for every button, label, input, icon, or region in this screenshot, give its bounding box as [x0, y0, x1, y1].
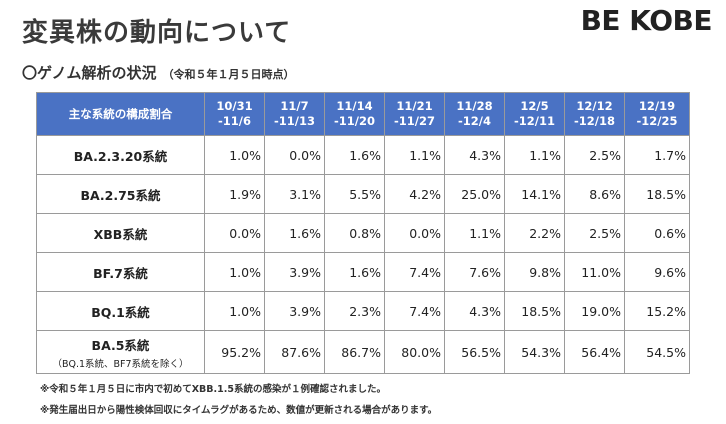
- header-period: 11/28 -12/4: [444, 92, 505, 136]
- cell-value: 1.6%: [264, 213, 325, 253]
- cell-value: 25.0%: [444, 174, 505, 214]
- header-period: 11/14 -11/20: [324, 92, 385, 136]
- cell-value: 18.5%: [504, 291, 565, 331]
- be-kobe-logo: BE KOBE: [580, 4, 713, 37]
- period-start: 10/31: [216, 99, 253, 113]
- lineage-label: BQ.1系統: [36, 291, 205, 331]
- header-period: 12/12 -12/18: [564, 92, 625, 136]
- lineage-label: BA.5系統: [91, 337, 150, 353]
- section-subtitle: 〇ゲノム解析の状況 （令和５年１月５日時点）: [22, 62, 295, 83]
- cell-value: 19.0%: [564, 291, 625, 331]
- period-end: -11/13: [274, 114, 315, 128]
- lineage-label: BF.7系統: [36, 252, 205, 292]
- cell-value: 4.3%: [444, 291, 505, 331]
- cell-value: 2.5%: [564, 213, 625, 253]
- cell-value: 1.6%: [324, 135, 385, 175]
- period-start: 11/28: [456, 99, 493, 113]
- header-period: 12/5 -12/11: [504, 92, 565, 136]
- period-end: -11/20: [334, 114, 375, 128]
- cell-value: 7.4%: [384, 252, 445, 292]
- table-row: BQ.1系統 1.0% 3.9% 2.3% 7.4% 4.3% 18.5% 19…: [36, 291, 690, 331]
- cell-value: 4.2%: [384, 174, 445, 214]
- table-header-row: 主な系統の構成割合 10/31 -11/6 11/7 -11/13 11/14 -11…: [36, 92, 690, 136]
- table-row: XBB系統 0.0% 1.6% 0.8% 0.0% 1.1% 2.2% 2.5%…: [36, 213, 690, 253]
- cell-value: 87.6%: [264, 330, 325, 374]
- header-period: 10/31 -11/6: [204, 92, 265, 136]
- cell-value: 1.7%: [624, 135, 690, 175]
- subtitle-text: 〇ゲノム解析の状況: [22, 64, 157, 82]
- cell-value: 9.6%: [624, 252, 690, 292]
- period-end: -12/25: [636, 114, 678, 128]
- table-row: BA.2.3.20系統 1.0% 0.0% 1.6% 1.1% 4.3% 1.1…: [36, 135, 690, 175]
- cell-value: 1.1%: [504, 135, 565, 175]
- table-row: BA.2.75系統 1.9% 3.1% 5.5% 4.2% 25.0% 14.1…: [36, 174, 690, 214]
- period-start: 12/19: [638, 99, 676, 113]
- table-row: BA.5系統 （BQ.1系統、BF7系統を除く） 95.2% 87.6% 86.…: [36, 330, 690, 374]
- subtitle-date-note: （令和５年１月５日時点）: [162, 68, 295, 81]
- cell-value: 2.3%: [324, 291, 385, 331]
- cell-value: 1.9%: [204, 174, 265, 214]
- cell-value: 54.5%: [624, 330, 690, 374]
- cell-value: 2.5%: [564, 135, 625, 175]
- header-period: 11/7 -11/13: [264, 92, 325, 136]
- footnote: ※令和５年１月５日に市内で初めてXBB.1.5系統の感染が１例確認されました。: [40, 384, 386, 395]
- table-row: BF.7系統 1.0% 3.9% 1.6% 7.4% 7.6% 9.8% 11.…: [36, 252, 690, 292]
- lineage-label: BA.2.75系統: [36, 174, 205, 214]
- cell-value: 95.2%: [204, 330, 265, 374]
- cell-value: 2.2%: [504, 213, 565, 253]
- cell-value: 0.0%: [384, 213, 445, 253]
- cell-value: 80.0%: [384, 330, 445, 374]
- variant-proportion-table: 主な系統の構成割合 10/31 -11/6 11/7 -11/13 11/14 -11…: [36, 92, 690, 374]
- period-start: 11/14: [336, 99, 373, 113]
- period-start: 12/5: [520, 99, 549, 113]
- lineage-label-group: BA.5系統 （BQ.1系統、BF7系統を除く）: [36, 330, 205, 374]
- cell-value: 86.7%: [324, 330, 385, 374]
- cell-value: 0.8%: [324, 213, 385, 253]
- header-period: 12/19 -12/25: [624, 92, 690, 136]
- footnote: ※発生届出日から陽性検体回収にタイムラグがあるため、数値が更新される場合がありま…: [40, 405, 438, 416]
- cell-value: 1.1%: [384, 135, 445, 175]
- cell-value: 1.0%: [204, 291, 265, 331]
- cell-value: 3.9%: [264, 252, 325, 292]
- cell-value: 15.2%: [624, 291, 690, 331]
- period-end: -12/11: [514, 114, 555, 128]
- period-start: 11/21: [396, 99, 433, 113]
- cell-value: 4.3%: [444, 135, 505, 175]
- cell-value: 11.0%: [564, 252, 625, 292]
- cell-value: 7.6%: [444, 252, 505, 292]
- cell-value: 1.6%: [324, 252, 385, 292]
- cell-value: 14.1%: [504, 174, 565, 214]
- period-end: -11/27: [394, 114, 435, 128]
- period-start: 11/7: [280, 99, 309, 113]
- cell-value: 56.5%: [444, 330, 505, 374]
- cell-value: 54.3%: [504, 330, 565, 374]
- cell-value: 18.5%: [624, 174, 690, 214]
- lineage-sublabel: （BQ.1系統、BF7系統を除く）: [52, 358, 189, 370]
- period-end: -11/6: [218, 114, 251, 128]
- cell-value: 1.1%: [444, 213, 505, 253]
- cell-value: 8.6%: [564, 174, 625, 214]
- cell-value: 1.0%: [204, 252, 265, 292]
- cell-value: 1.0%: [204, 135, 265, 175]
- cell-value: 0.0%: [204, 213, 265, 253]
- period-start: 12/12: [576, 99, 613, 113]
- page-title: 変異株の動向について: [22, 18, 292, 48]
- header-period: 11/21 -11/27: [384, 92, 445, 136]
- lineage-label: XBB系統: [36, 213, 205, 253]
- cell-value: 56.4%: [564, 330, 625, 374]
- cell-value: 7.4%: [384, 291, 445, 331]
- cell-value: 3.1%: [264, 174, 325, 214]
- lineage-label: BA.2.3.20系統: [36, 135, 205, 175]
- cell-value: 0.6%: [624, 213, 690, 253]
- cell-value: 5.5%: [324, 174, 385, 214]
- period-end: -12/18: [574, 114, 615, 128]
- cell-value: 3.9%: [264, 291, 325, 331]
- header-lineage-label: 主な系統の構成割合: [36, 92, 205, 136]
- period-end: -12/4: [458, 114, 491, 128]
- cell-value: 9.8%: [504, 252, 565, 292]
- cell-value: 0.0%: [264, 135, 325, 175]
